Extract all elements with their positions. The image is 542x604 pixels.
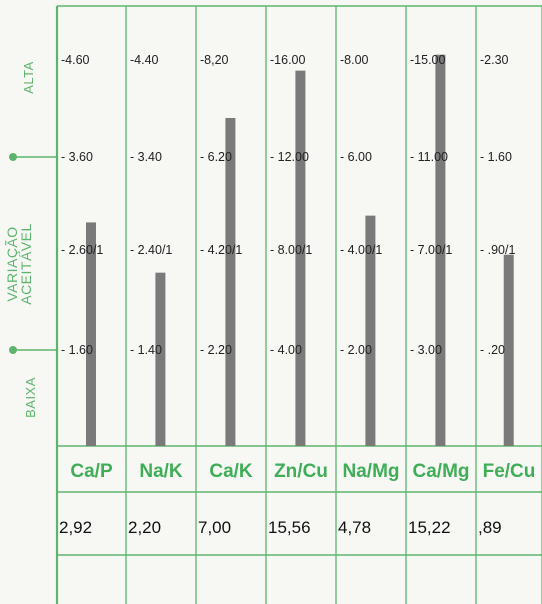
high-range-label: ALTA <box>20 61 36 94</box>
bar-zn-cu <box>295 70 306 446</box>
category-header: Ca/Mg <box>413 461 470 482</box>
tick-label: -16.00 <box>270 53 305 67</box>
category-header: Fe/Cu <box>483 461 536 482</box>
tick-label: -4.40 <box>130 53 159 67</box>
category-header: Ca/K <box>209 461 253 482</box>
value-label: 2,92 <box>59 518 92 537</box>
tick-label: - 6.20 <box>200 150 232 164</box>
tick-label: -4.60 <box>61 53 90 67</box>
tick-label: - 2.60/1 <box>61 243 103 257</box>
tick-label: - 1.60 <box>61 343 93 357</box>
tick-label: - 1.60 <box>480 150 512 164</box>
tick-label: - 12.00 <box>270 150 309 164</box>
category-header: Na/Mg <box>343 461 400 482</box>
tick-label: -8.00 <box>340 53 369 67</box>
band-marker-dot <box>9 346 17 354</box>
tick-label: - 2.40/1 <box>130 243 172 257</box>
tick-label: - 2.00 <box>340 343 372 357</box>
tick-label: -8,20 <box>200 53 229 67</box>
tick-label: -15.00 <box>410 53 445 67</box>
tick-label: - 3.40 <box>130 150 162 164</box>
acceptable-range-label-line1: VARIAÇÃO <box>3 226 20 302</box>
acceptable-range-label-line2: ACEITÁVEL <box>17 223 34 305</box>
category-header: Zn/Cu <box>274 461 328 482</box>
tick-label: -2.30 <box>480 53 509 67</box>
band-marker-dot <box>9 153 17 161</box>
bar-ca-k <box>225 118 236 446</box>
tick-label: - 4.00 <box>270 343 302 357</box>
tick-labels: -4.60 - 3.60 - 2.60/1 - 1.60 -4.40 - 3.40 - 2.… <box>61 53 515 357</box>
value-label: 15,56 <box>268 518 311 537</box>
tick-label: - 3.60 <box>61 150 93 164</box>
tick-label: - .90/1 <box>480 243 515 257</box>
tick-label: - 11.00 <box>410 150 448 164</box>
category-headers: Ca/P Na/K Ca/K Zn/Cu Na/Mg Ca/Mg Fe/Cu <box>70 461 535 482</box>
tick-label: - .20 <box>480 343 505 357</box>
tick-label: - 4.20/1 <box>200 243 242 257</box>
value-label: 2,20 <box>128 518 161 537</box>
category-header: Na/K <box>139 461 183 482</box>
tick-label: - 7.00/1 <box>410 243 452 257</box>
tick-label: - 8.00/1 <box>270 243 312 257</box>
bar-na-k <box>155 272 166 446</box>
value-label: 7,00 <box>198 518 231 537</box>
tick-label: - 4.00/1 <box>340 243 382 257</box>
bar-fe-cu <box>503 254 514 446</box>
value-labels: 2,92 2,20 7,00 15,56 4,78 15,22 ,89 <box>59 518 502 537</box>
low-range-label: BAIXA <box>22 377 38 418</box>
acceptable-range-label: VARIAÇÃO ACEITÁVEL <box>3 223 34 305</box>
bar-na-mg <box>365 215 376 446</box>
bars <box>85 54 514 446</box>
value-label: ,89 <box>478 518 502 537</box>
value-label: 15,22 <box>408 518 451 537</box>
bar-ca-mg <box>435 54 446 446</box>
tick-label: - 6.00 <box>340 150 372 164</box>
category-header: Ca/P <box>70 461 113 482</box>
bar-ca-p <box>85 222 96 446</box>
tick-label: - 1.40 <box>130 343 162 357</box>
value-label: 4,78 <box>338 518 371 537</box>
tick-label: - 3.00 <box>410 343 442 357</box>
grid <box>9 5 542 604</box>
tick-label: - 2.20 <box>200 343 232 357</box>
